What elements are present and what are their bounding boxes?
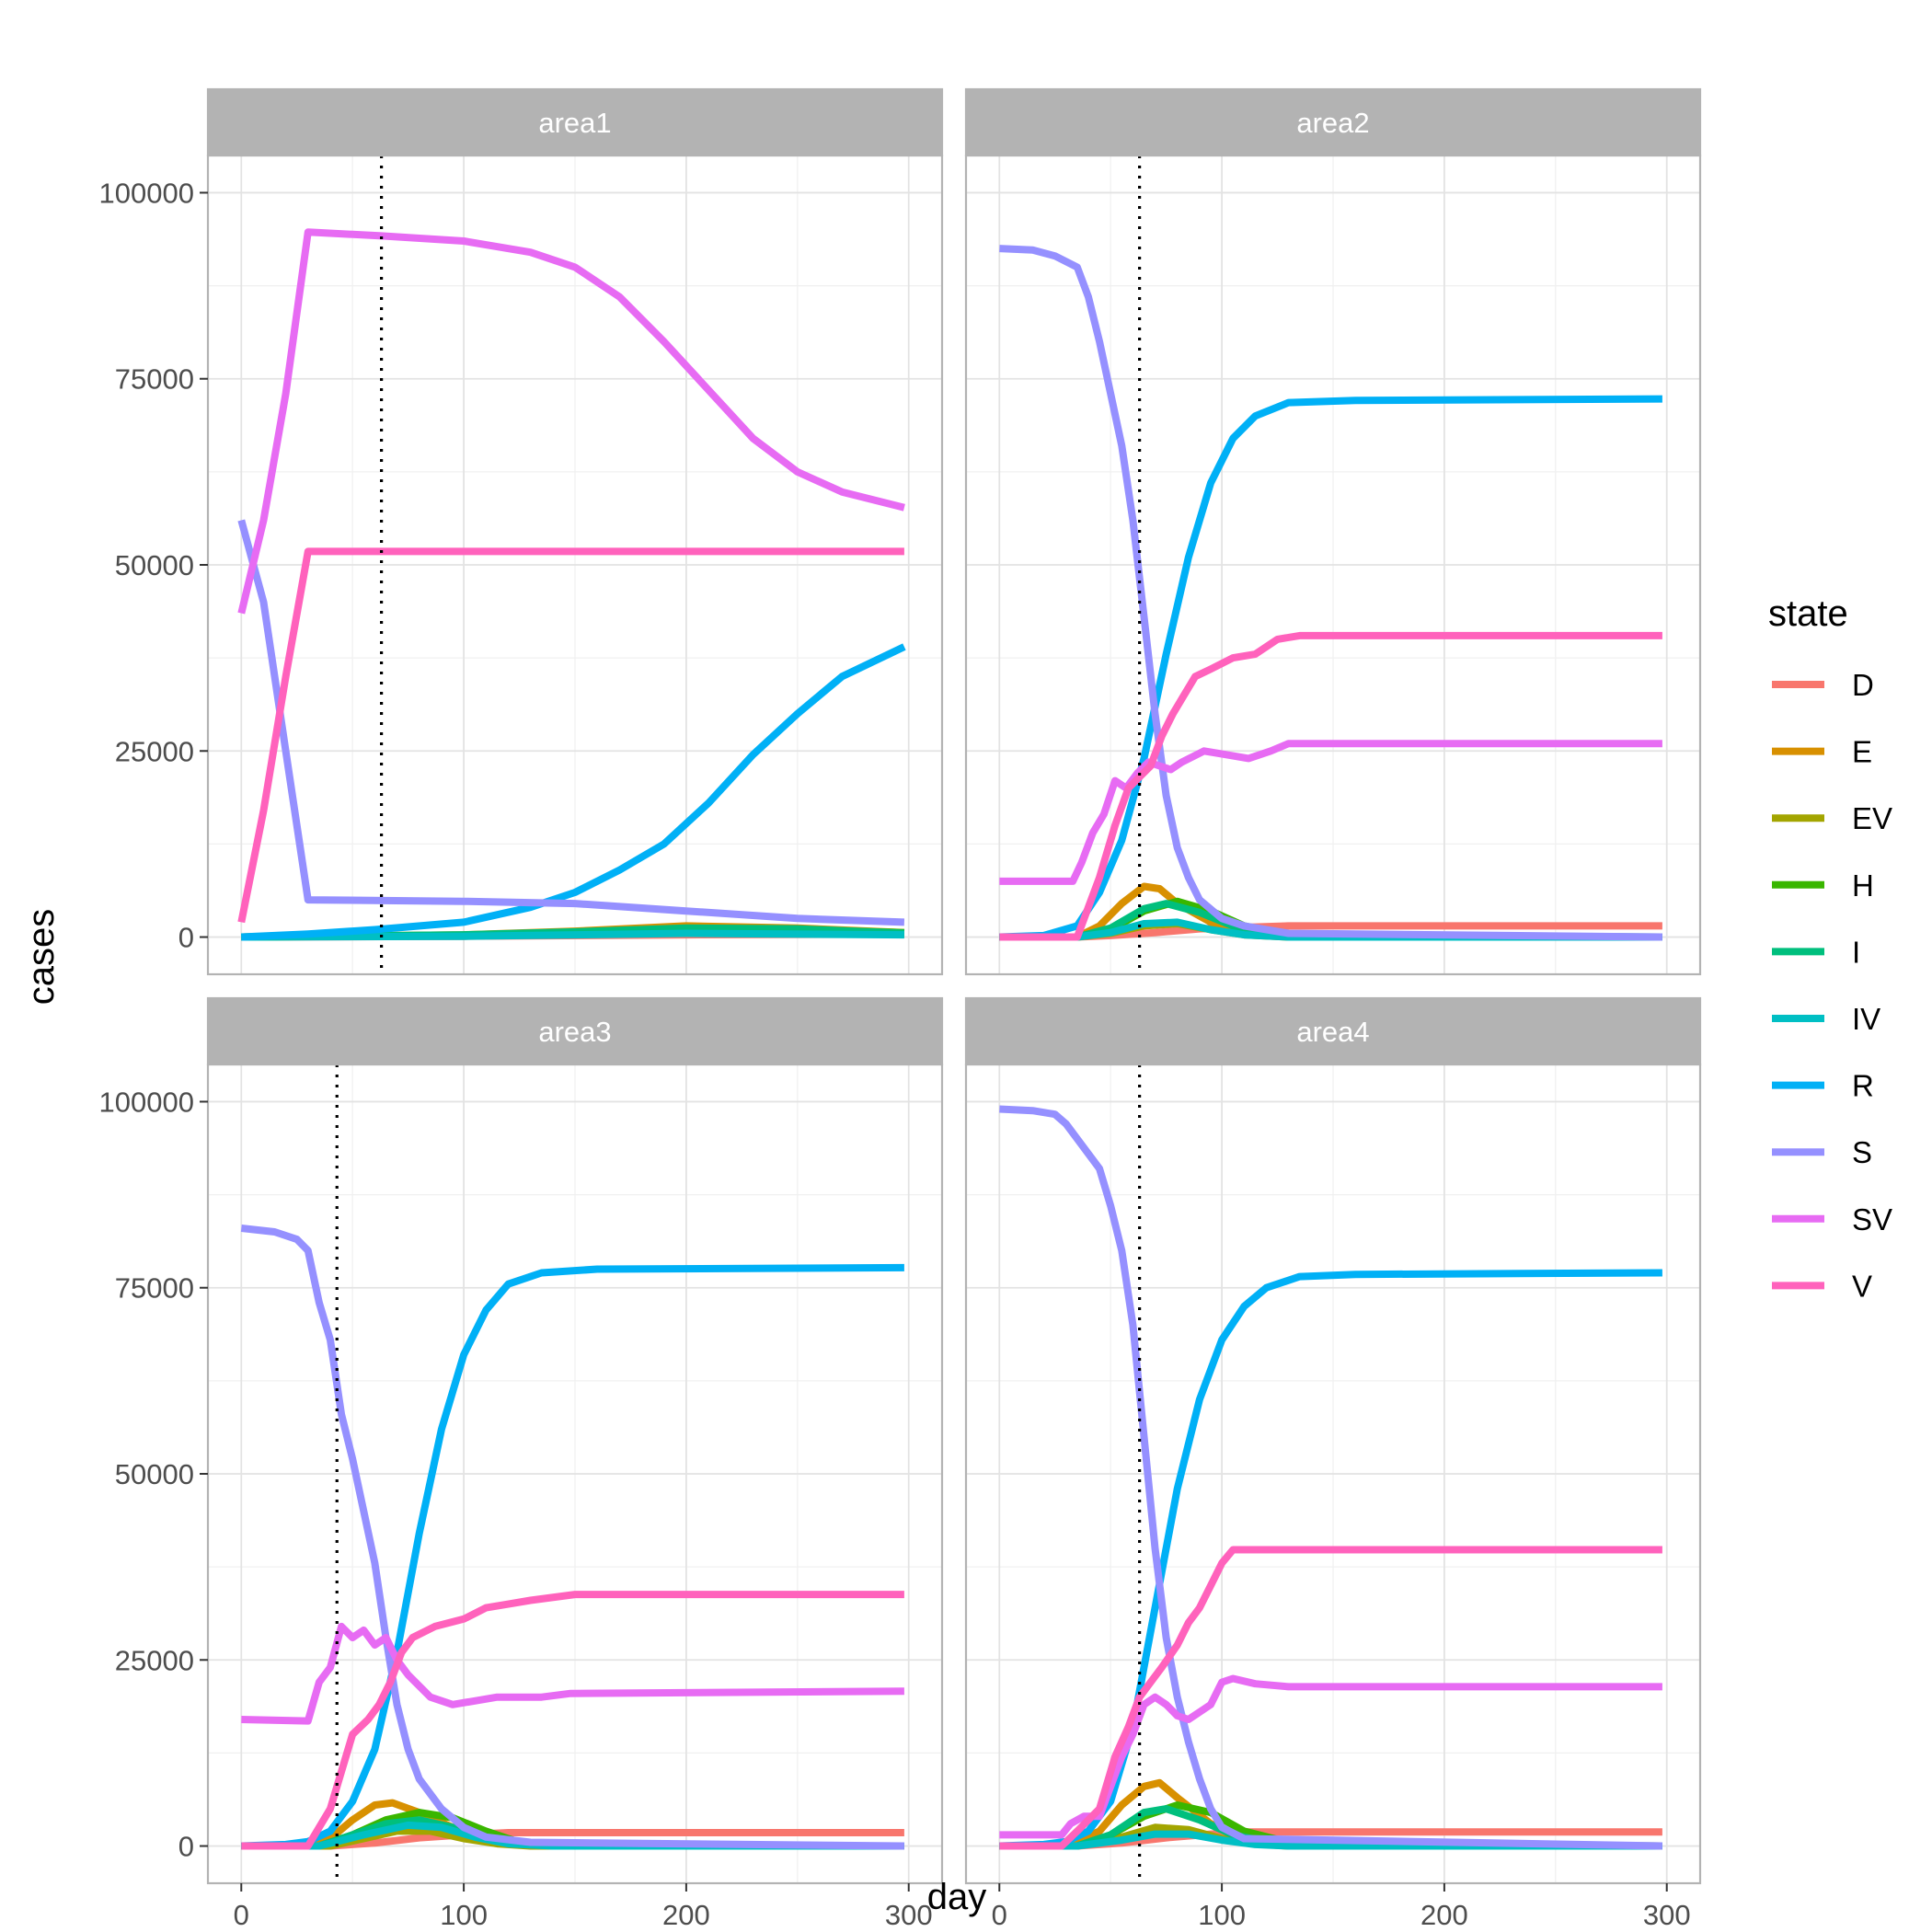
series-line-IV (999, 918, 1662, 941)
series-line-SV (999, 1674, 1662, 1839)
panel-area4: area4 (964, 996, 1702, 1885)
legend-label: S (1852, 1135, 1872, 1169)
x-tick-label: 0 (234, 1899, 249, 1931)
legend-item-R: R (1772, 1069, 1874, 1103)
y-tick-label: 50000 (115, 1458, 194, 1490)
y-tick-label: 0 (178, 1831, 194, 1863)
y-axis-title: cases (21, 909, 62, 1006)
legend-label: IV (1852, 1002, 1880, 1036)
legend-label: I (1852, 935, 1860, 969)
x-tick-label: 300 (885, 1899, 933, 1931)
x-axis-title: day (927, 1877, 987, 1917)
x-tick-label: 100 (1198, 1899, 1246, 1931)
series-line-V (999, 631, 1662, 941)
legend-item-IV: IV (1772, 1002, 1880, 1036)
facet-strip (206, 996, 944, 1066)
legend-label: E (1852, 735, 1872, 769)
facet-strip (964, 996, 1702, 1066)
legend-label: D (1852, 668, 1874, 702)
panel-area1: area1 (206, 87, 944, 976)
facet-strip (964, 87, 1702, 157)
panel-area3: area3 (206, 996, 944, 1885)
facet-strip-label: area3 (538, 1016, 611, 1048)
facet-strip-label: area4 (1296, 1016, 1369, 1048)
series-lines (237, 228, 906, 941)
y-tick-label: 25000 (115, 735, 194, 767)
y-tick-label: 100000 (99, 177, 194, 209)
facet-panels: area1 area2 area3 area4 (206, 87, 1702, 1885)
legend-label: SV (1852, 1202, 1892, 1236)
series-line-S (999, 245, 1662, 941)
series-lines (240, 1225, 904, 1850)
series-line-SV (237, 228, 905, 615)
x-tick-label: 0 (992, 1899, 1007, 1931)
series-line-S (237, 519, 905, 926)
y-tick-label: 100000 (99, 1086, 194, 1118)
facet-strip-label: area2 (1296, 107, 1369, 139)
y-tick-label: 75000 (115, 363, 194, 396)
legend-item-E: E (1772, 735, 1872, 769)
legend-item-H: H (1772, 868, 1874, 903)
series-line-V (237, 547, 904, 924)
legend-label: EV (1852, 801, 1892, 835)
y-tick-label: 75000 (115, 1272, 194, 1305)
legend-item-EV: EV (1772, 801, 1892, 835)
legend-item-SV: SV (1772, 1202, 1892, 1236)
legend-label: H (1852, 868, 1874, 903)
series-lines (999, 245, 1662, 941)
x-tick-label: 200 (1420, 1899, 1468, 1931)
legend-label: R (1852, 1069, 1874, 1103)
series-line-S (240, 1225, 904, 1850)
legend: state DE EV HI IV RS SV V (1768, 593, 1892, 1303)
x-tick-label: 200 (662, 1899, 710, 1931)
series-line-V (999, 1546, 1662, 1850)
series-line-IV (241, 929, 904, 941)
series-line-R (241, 643, 906, 941)
facet-strip (206, 87, 944, 157)
x-tick-label: 100 (440, 1899, 488, 1931)
y-tick-label: 25000 (115, 1644, 194, 1676)
legend-label: V (1852, 1269, 1872, 1303)
series-lines (999, 1105, 1662, 1850)
legend-item-S: S (1772, 1135, 1872, 1169)
panel-area2: area2 (964, 87, 1702, 976)
legend-title: state (1768, 593, 1848, 634)
legend-item-I: I (1772, 935, 1860, 969)
legend-item-D: D (1772, 668, 1874, 702)
axes: 0 25000 50000 75000 100000 0 25000 50000 75000 10… (99, 177, 1691, 1931)
legend-item-V: V (1772, 1269, 1872, 1303)
facet-strip-label: area1 (538, 107, 611, 139)
series-line-S (999, 1105, 1662, 1850)
y-tick-label: 50000 (115, 549, 194, 581)
series-line-IV (999, 1830, 1662, 1850)
x-tick-label: 300 (1643, 1899, 1691, 1931)
y-tick-label: 0 (178, 922, 194, 954)
